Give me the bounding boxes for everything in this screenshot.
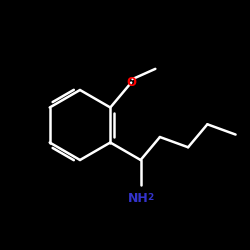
Text: NH: NH [128, 192, 148, 205]
Text: 2: 2 [147, 193, 153, 202]
Text: O: O [126, 76, 136, 89]
